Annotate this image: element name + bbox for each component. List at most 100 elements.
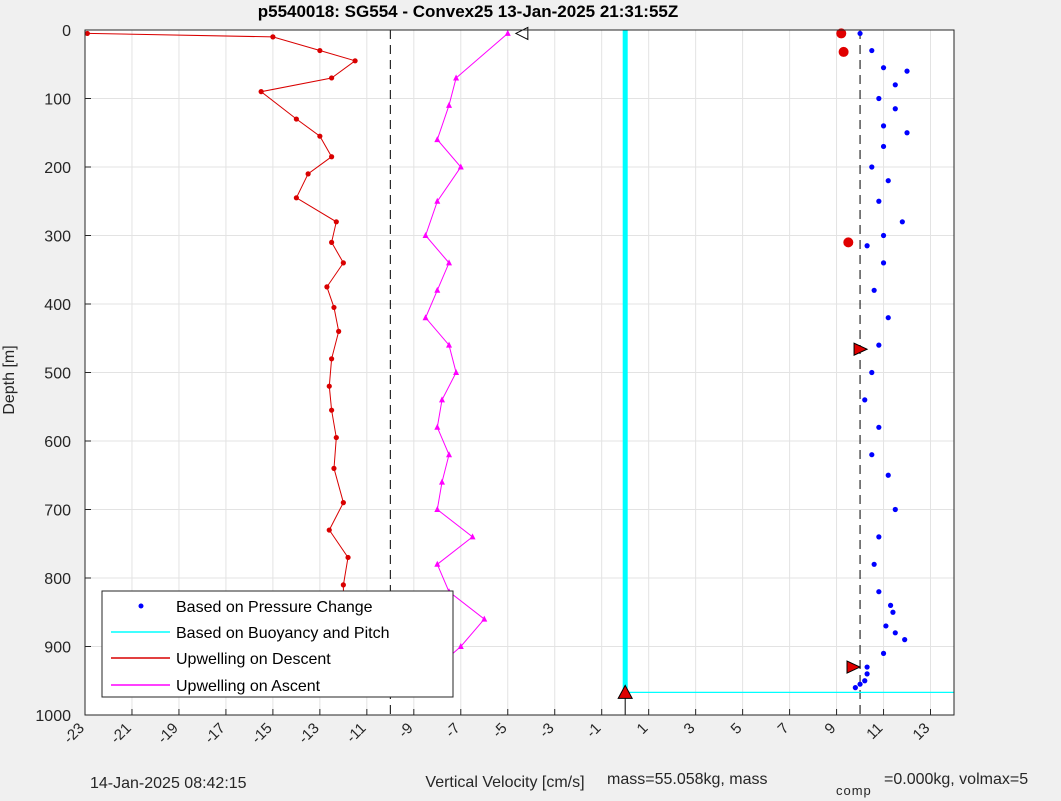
data-point: [869, 164, 875, 170]
data-point: [326, 383, 332, 389]
data-point: [446, 451, 453, 458]
x-tick-label: -11: [343, 720, 370, 747]
legend-marker-pressure: [138, 603, 144, 609]
data-point: [880, 123, 887, 129]
footer-mass: mass=55.058kg, mass: [607, 771, 768, 788]
x-tick-label: -1: [583, 720, 604, 741]
data-point: [880, 650, 887, 656]
data-point: [317, 47, 323, 54]
x-tick-label: -9: [395, 720, 416, 741]
data-point: [890, 609, 896, 615]
data-point: [469, 533, 476, 540]
data-point: [329, 154, 335, 160]
data-point: [331, 304, 337, 311]
chart-title: p5540018: SG554 - Convex25 13-Jan-2025 2…: [258, 2, 679, 21]
y-tick-label: 1000: [35, 708, 71, 725]
data-point: [422, 314, 429, 321]
data-point: [446, 341, 453, 348]
x-tick-label: 1: [634, 720, 652, 738]
data-point: [857, 681, 863, 687]
marker-triangle-right: [853, 342, 869, 356]
y-tick-label: 700: [44, 503, 71, 520]
data-point: [329, 407, 335, 413]
marker-dot: [836, 28, 847, 39]
data-point: [305, 171, 311, 177]
legend-box: [101, 590, 454, 698]
y-tick-label: 800: [44, 571, 71, 588]
data-point: [876, 95, 882, 102]
data-point: [270, 34, 276, 40]
legend-label-pressure: Based on Pressure Change: [176, 599, 373, 616]
data-point: [876, 534, 882, 540]
data-point: [876, 589, 882, 595]
marker-dot: [843, 237, 854, 248]
x-tick-label: 13: [910, 720, 934, 744]
data-point: [453, 74, 460, 81]
data-point: [438, 478, 445, 485]
data-point: [317, 133, 323, 139]
y-tick-label: 0: [62, 23, 71, 40]
data-point: [892, 630, 898, 636]
data-point: [434, 197, 441, 204]
y-tick-label: 200: [44, 160, 71, 177]
data-point: [329, 239, 335, 245]
data-point: [852, 685, 858, 691]
x-tick-label: 7: [775, 720, 793, 738]
data-point: [892, 106, 898, 112]
legend-label-ascent: Upwelling on Ascent: [176, 678, 321, 695]
data-point: [871, 561, 877, 567]
x-tick-label: -7: [442, 720, 463, 741]
data-point: [434, 136, 441, 143]
x-tick-label: 3: [681, 720, 699, 738]
data-point: [871, 287, 877, 293]
x-tick-label: -19: [154, 720, 181, 747]
y-tick-label: 400: [44, 297, 71, 314]
data-point: [329, 75, 335, 81]
data-point: [864, 664, 870, 670]
data-point: [880, 143, 887, 150]
x-tick-label: -3: [536, 720, 557, 741]
data-point: [862, 678, 868, 684]
data-point: [340, 500, 346, 506]
data-point: [340, 582, 346, 588]
marker-triangle-right: [846, 660, 862, 674]
data-point: [885, 178, 891, 184]
data-point: [504, 29, 511, 36]
legend-label-buoyancy: Based on Buoyancy and Pitch: [176, 625, 389, 642]
data-point: [446, 259, 453, 266]
data-point: [902, 637, 908, 643]
x-tick-labels: -23 -21 -19 -17 -15 -13 -11 -9 -7 -5 -3 -1 1 3 5 7 9 11 13: [60, 720, 933, 747]
x-tick-label: -21: [107, 720, 134, 747]
data-point: [457, 163, 464, 170]
data-point: [329, 356, 335, 362]
y-tick-label: 100: [44, 92, 71, 109]
y-tick-label: 600: [44, 434, 71, 451]
data-point: [862, 397, 868, 403]
data-point: [904, 68, 910, 74]
x-tick-label: -5: [489, 720, 510, 741]
data-point: [885, 315, 891, 321]
data-point: [258, 89, 264, 95]
data-point: [422, 232, 429, 238]
data-point: [869, 369, 875, 376]
y-tick-label: 500: [44, 366, 71, 383]
x-axis-label: Vertical Velocity [cm/s]: [425, 774, 584, 791]
data-point: [345, 554, 351, 561]
data-point: [904, 130, 910, 136]
x-tick-label: -13: [295, 720, 322, 747]
footer-volmax: =0.000kg, volmax=5: [884, 771, 1029, 788]
marker-triangle-up: [617, 684, 634, 699]
data-point: [434, 286, 441, 293]
legend: Based on Pressure Change Based on Buoyan…: [101, 590, 454, 698]
x-tick-label: -17: [201, 720, 228, 747]
x-tick-label: 9: [821, 720, 839, 738]
footer-date: 14-Jan-2025 08:42:15: [90, 775, 247, 792]
data-point: [457, 643, 464, 649]
series-line: [366, 33, 509, 689]
data-point: [434, 506, 441, 512]
data-point: [876, 424, 882, 430]
marker-dot: [838, 46, 849, 57]
data-point: [857, 30, 863, 37]
x-tick-label: -15: [248, 720, 275, 747]
